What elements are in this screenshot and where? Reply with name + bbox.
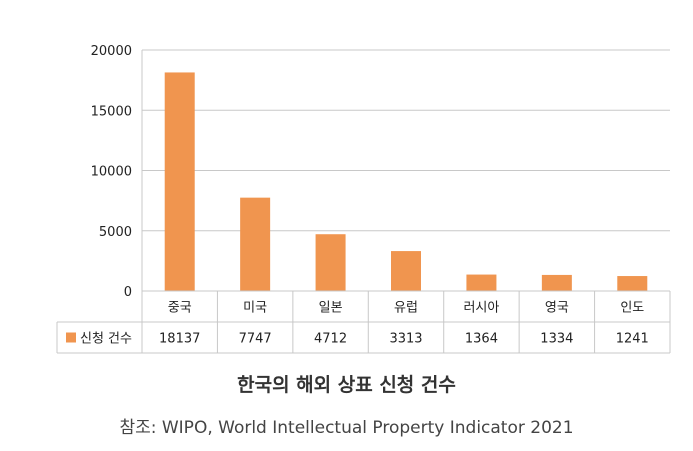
bar-6 [541, 274, 572, 291]
data-label: 7747 [239, 332, 272, 347]
bar-4 [391, 251, 421, 291]
category-label: 유럽 [394, 301, 418, 316]
data-label: 1364 [465, 332, 498, 347]
category-label: 러시아 [463, 301, 499, 316]
legend-label: 신청 건수 [80, 332, 132, 347]
source-citation: 참조: WIPO, World Intellectual Property In… [119, 418, 574, 438]
data-label: 4712 [314, 332, 347, 347]
data-label: 3313 [389, 332, 422, 347]
bar-5 [466, 274, 497, 291]
bars [164, 72, 648, 291]
category-label: 미국 [243, 301, 267, 316]
data-label: 18137 [159, 332, 200, 347]
data-label: 1241 [616, 332, 649, 347]
chart-title: 한국의 해외 상표 신청 건수 [237, 374, 456, 396]
bar-1 [164, 72, 195, 291]
y-tick-label: 10000 [91, 165, 132, 180]
legend-key [66, 332, 76, 343]
bar-7 [617, 276, 648, 291]
bar-2 [240, 197, 271, 291]
y-tick-label: 5000 [99, 225, 132, 240]
category-label: 인도 [620, 301, 644, 316]
category-label: 중국 [168, 301, 192, 316]
bar-3 [315, 234, 346, 291]
y-axis-ticks: 0 5000 10000 15000 20000 [91, 44, 132, 300]
y-tick-label: 15000 [91, 104, 132, 119]
y-tick-label: 0 [124, 285, 132, 300]
y-tick-label: 20000 [91, 44, 132, 59]
data-label: 1334 [540, 332, 573, 347]
category-label: 영국 [545, 301, 569, 316]
category-label: 일본 [319, 301, 343, 316]
